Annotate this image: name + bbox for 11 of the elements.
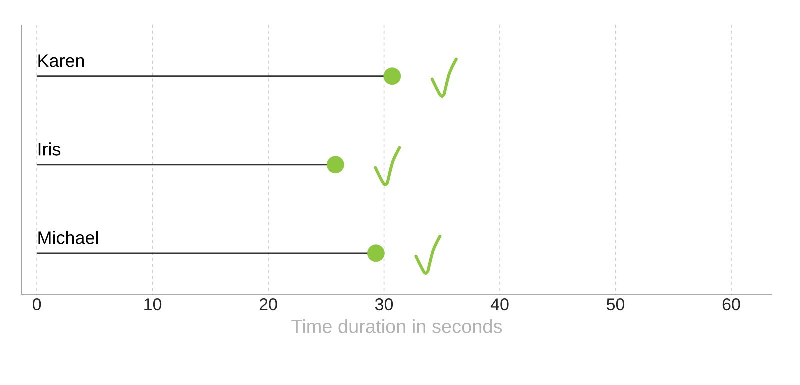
x-tick-label: 20	[260, 298, 278, 311]
x-tick-label: 0	[32, 298, 42, 311]
x-axis-title: Time duration in seconds	[292, 319, 502, 334]
y-tick-label: Iris	[38, 142, 61, 156]
x-tick-label: 40	[490, 298, 509, 311]
y-tick-label: Michael	[38, 231, 98, 244]
y-tick-label: Karen	[38, 54, 84, 68]
x-tick-label: 30	[375, 298, 394, 311]
x-tick-label: 50	[606, 298, 625, 311]
x-tick-label: 10	[144, 298, 162, 311]
x-tick-label: 60	[722, 298, 740, 311]
